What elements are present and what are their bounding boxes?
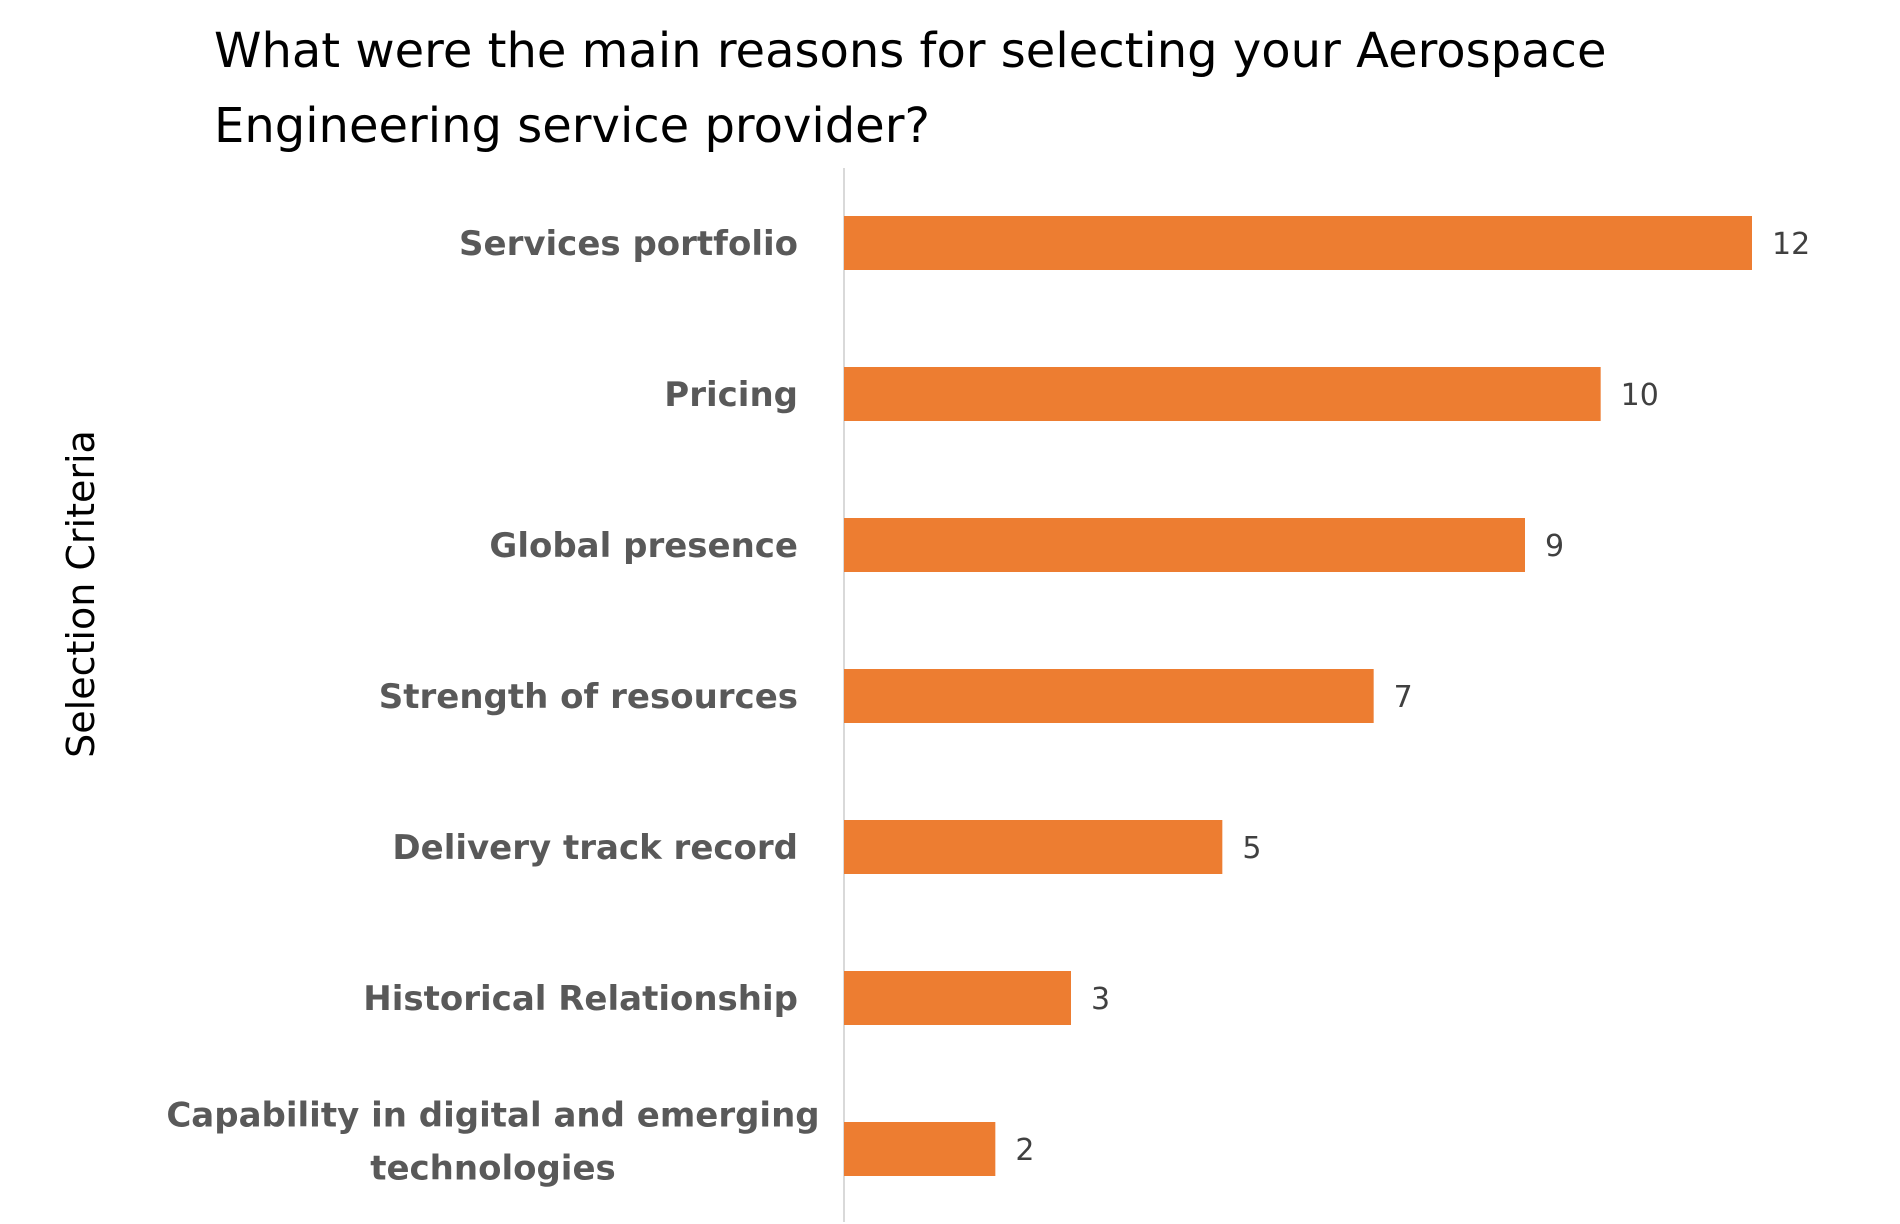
bar [844, 1122, 996, 1176]
bar [844, 216, 1752, 270]
bar [844, 971, 1071, 1025]
bar-value-label: 5 [1242, 831, 1261, 866]
category-label: Pricing [664, 375, 798, 415]
category-label: Global presence [489, 526, 798, 566]
y-axis-title: Selection Criteria [59, 430, 103, 758]
chart-title: What were the main reasons for selecting… [214, 23, 1607, 154]
bar [844, 518, 1525, 572]
bar-value-label: 10 [1621, 378, 1659, 413]
category-label: Delivery track record [392, 828, 798, 868]
bar-value-label: 2 [1015, 1133, 1034, 1168]
bar-value-label: 9 [1545, 529, 1564, 564]
bar-value-label: 12 [1772, 227, 1810, 262]
category-label: Historical Relationship [363, 979, 798, 1019]
category-label: Capability in digital and emerging [166, 1096, 819, 1136]
bar [844, 367, 1601, 421]
bar-value-label: 3 [1091, 982, 1110, 1017]
category-label: Services portfolio [459, 224, 798, 264]
bar-value-label: 7 [1394, 680, 1413, 715]
bar [844, 820, 1223, 874]
category-label: technologies [370, 1149, 616, 1189]
category-label: Strength of resources [379, 677, 798, 717]
bar [844, 669, 1374, 723]
